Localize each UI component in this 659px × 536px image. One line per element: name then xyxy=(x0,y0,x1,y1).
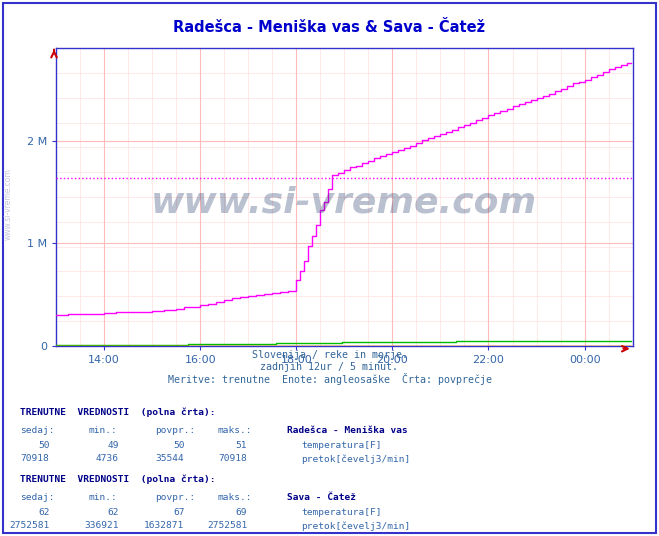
Text: 4736: 4736 xyxy=(96,455,119,463)
Text: 49: 49 xyxy=(107,442,119,450)
Text: 70918: 70918 xyxy=(218,455,247,463)
Text: min.:: min.: xyxy=(89,493,118,502)
Text: Radešca - Meniška vas: Radešca - Meniška vas xyxy=(287,426,407,435)
Text: 35544: 35544 xyxy=(156,455,185,463)
Text: TRENUTNE  VREDNOSTI  (polna črta):: TRENUTNE VREDNOSTI (polna črta): xyxy=(20,408,215,418)
Text: povpr.:: povpr.: xyxy=(155,493,195,502)
Text: pretok[čevelj3/min]: pretok[čevelj3/min] xyxy=(301,521,411,531)
Text: TRENUTNE  VREDNOSTI  (polna črta):: TRENUTNE VREDNOSTI (polna črta): xyxy=(20,475,215,485)
Text: 67: 67 xyxy=(173,509,185,517)
Text: 1632871: 1632871 xyxy=(144,522,185,530)
Text: temperatura[F]: temperatura[F] xyxy=(301,442,382,450)
Text: 2752581: 2752581 xyxy=(9,522,49,530)
Text: Meritve: trenutne  Enote: angleosaške  Črta: povprečje: Meritve: trenutne Enote: angleosaške Črt… xyxy=(167,374,492,385)
Text: 336921: 336921 xyxy=(84,522,119,530)
Text: pretok[čevelj3/min]: pretok[čevelj3/min] xyxy=(301,454,411,464)
Text: maks.:: maks.: xyxy=(217,493,252,502)
Text: Sava - Čatež: Sava - Čatež xyxy=(287,493,356,502)
Text: min.:: min.: xyxy=(89,426,118,435)
Text: temperatura[F]: temperatura[F] xyxy=(301,509,382,517)
Text: 50: 50 xyxy=(38,442,49,450)
Text: 50: 50 xyxy=(173,442,185,450)
Text: povpr.:: povpr.: xyxy=(155,426,195,435)
Text: www.si-vreme.com: www.si-vreme.com xyxy=(4,168,13,240)
Text: sedaj:: sedaj: xyxy=(20,426,54,435)
Text: www.si-vreme.com: www.si-vreme.com xyxy=(152,186,537,220)
Text: Slovenija / reke in morje.: Slovenija / reke in morje. xyxy=(252,350,407,360)
Text: zadnjih 12ur / 5 minut.: zadnjih 12ur / 5 minut. xyxy=(260,362,399,372)
Text: 51: 51 xyxy=(236,442,247,450)
Text: 62: 62 xyxy=(107,509,119,517)
Text: 70918: 70918 xyxy=(20,455,49,463)
Text: maks.:: maks.: xyxy=(217,426,252,435)
Text: Radešca - Meniška vas & Sava - Čatež: Radešca - Meniška vas & Sava - Čatež xyxy=(173,20,486,35)
Text: 62: 62 xyxy=(38,509,49,517)
Text: sedaj:: sedaj: xyxy=(20,493,54,502)
Text: 69: 69 xyxy=(236,509,247,517)
Text: 2752581: 2752581 xyxy=(207,522,247,530)
